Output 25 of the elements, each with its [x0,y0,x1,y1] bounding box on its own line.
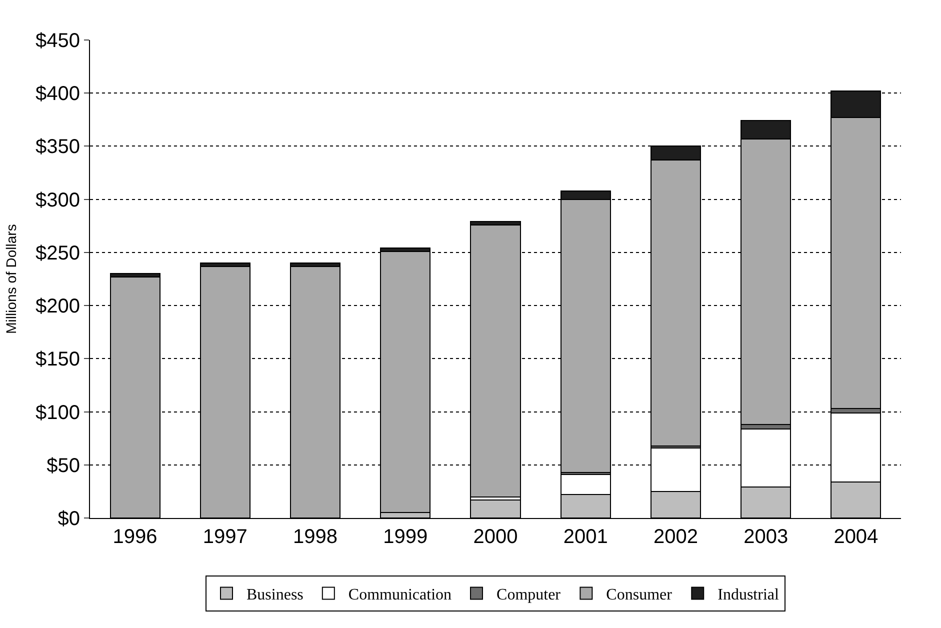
x-tick-label: 1999 [383,526,428,548]
legend-label: Business [246,586,304,604]
legend-label: Industrial [718,586,780,604]
y-axis-title: Millions of Dollars [3,224,20,334]
x-tick-label: 2004 [834,526,878,548]
x-tick-label: 2000 [473,526,518,548]
y-tick-label: $450 [36,30,80,52]
x-tick-label: 1997 [202,526,248,548]
x-tick-label: 2001 [563,526,608,548]
x-tick-label: 1998 [293,526,338,548]
y-tick-label: $100 [36,402,80,424]
x-tick-label: 1996 [112,526,158,548]
x-tick-label: 2003 [744,526,788,548]
y-tick-label: $150 [36,348,80,371]
y-tick-label: $300 [36,189,80,212]
x-tick-label: 2002 [653,526,698,548]
y-tick-label: $0 [58,508,80,530]
legend-label: Communication [348,586,452,604]
legend-label: Consumer [606,586,673,604]
y-tick-label: $400 [36,83,80,106]
y-tick-label: $350 [36,136,80,158]
y-tick-label: $250 [36,242,80,264]
y-tick-label: $50 [46,454,80,477]
y-tick-label: $200 [36,296,80,318]
legend-label: Computer [496,586,562,604]
